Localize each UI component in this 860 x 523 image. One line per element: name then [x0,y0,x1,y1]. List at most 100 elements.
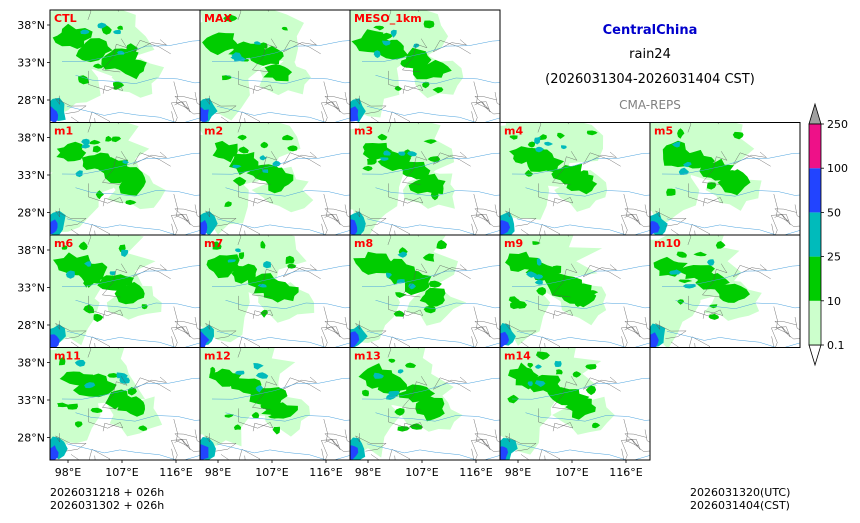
rain-moderate-cell [519,157,527,162]
province-boundary [88,183,124,207]
rain-moderate-area [412,59,452,80]
province-boundary [173,193,197,222]
map-panel: m1 [49,122,201,236]
valid-time-cst: 2026031404(CST) [690,499,790,512]
province-boundary [473,418,497,447]
init-time-cst: 2026031302 + 026h [50,499,165,512]
province-boundary [355,320,387,339]
province-boundary [771,213,791,235]
river-line [516,443,650,460]
rain-moderate-cell [78,241,88,251]
colorbar-tick-label: 100 [827,162,848,175]
province-boundary [70,224,111,235]
province-boundary [370,224,411,235]
rain-heavy-cell [109,271,116,276]
colorbar-segment [809,300,821,345]
province-boundary [537,122,569,133]
colorbar-tick-label: 10 [827,295,841,308]
province-boundary [174,91,200,115]
rain-heavy-cell [121,249,129,257]
rain-moderate-cell [432,87,444,94]
rain-heavy-cell [116,372,128,379]
rain-heavy-cell [235,248,241,253]
province-boundary [55,320,87,339]
province-boundary [621,438,641,460]
map-panel: m4 [499,122,651,236]
province-boundary [774,316,800,340]
rain-moderate-area [114,281,145,305]
rain-moderate-cell [269,54,283,63]
y-tick-label: 28°N [17,94,45,107]
river-line [61,265,200,287]
rain-moderate-cell [126,43,138,54]
colorbar-frame [808,123,822,346]
province-boundary [237,347,269,358]
province-boundary [87,235,119,245]
river-line [361,265,500,287]
rain-moderate-cell [285,255,295,264]
rain-light-area [50,37,101,116]
province-boundary [473,193,497,222]
river-line [66,218,200,235]
panel-label: m4 [504,125,523,138]
province-boundary [55,433,87,452]
province-boundary [582,151,621,167]
province-boundary [520,449,561,460]
rain-moderate-area [117,167,146,196]
rain-moderate-area [415,394,445,422]
river-line [375,412,500,422]
rain-moderate-area [408,173,446,195]
province-boundary [355,433,387,452]
panel-frame [649,234,801,348]
rain-moderate-cell [57,31,70,39]
river-line [511,152,650,175]
province-boundary [388,70,424,94]
rain-heavy-cell [112,30,121,35]
province-boundary [220,449,261,460]
rain-moderate-cell [552,265,562,275]
y-tick-label: 38°N [17,357,45,370]
panel-label: m1 [54,125,73,138]
rain-heavy-cell [396,279,405,284]
rain-moderate-cell [117,25,123,30]
province-boundary [205,433,237,452]
rain-heavy-cell [81,138,90,146]
panels-layer: CTL MAX MESO_1km m1 m2 m3 m4 m5 m6 m7 m8 m9 m10 m11 m1… [49,9,801,461]
river-line [211,265,350,287]
province-boundary [323,306,347,334]
rain-heavy-cell [75,170,83,178]
rain-storm-area [200,331,210,348]
x-tick-label: 98°E [55,466,81,479]
x-tick-label: 98°E [205,466,231,479]
province-boundary [687,122,719,133]
province-boundary [621,213,641,235]
chart-source: CMA-REPS [619,98,681,112]
province-boundary [321,438,341,460]
province-boundary [220,224,261,235]
river-line [216,331,350,348]
river-line [66,443,200,460]
province-boundary [473,306,497,334]
province-boundary [621,326,641,348]
province-boundary [471,326,491,348]
rain-heavy-cell [527,381,533,387]
province-boundary [773,193,797,222]
colorbar-under-arrow [808,344,822,367]
province-boundary [520,336,561,348]
rain-storm-area [350,445,359,460]
province-boundary [474,429,500,452]
province-boundary [171,101,191,123]
rain-moderate-cell [430,190,439,201]
rain-moderate-cell [710,164,718,175]
rain-heavy-cell [382,40,391,46]
rain-heavy-cell [534,364,542,369]
province-boundary [102,38,128,73]
x-tick-label: 98°E [505,466,531,479]
province-boundary [171,326,191,348]
rain-moderate-cell [251,412,260,419]
panel-label: MAX [204,12,232,25]
rain-heavy-cell [534,136,541,145]
rain-storm-area [50,106,59,123]
rain-moderate-cell [524,169,534,177]
y-tick-label: 38°N [17,132,45,145]
